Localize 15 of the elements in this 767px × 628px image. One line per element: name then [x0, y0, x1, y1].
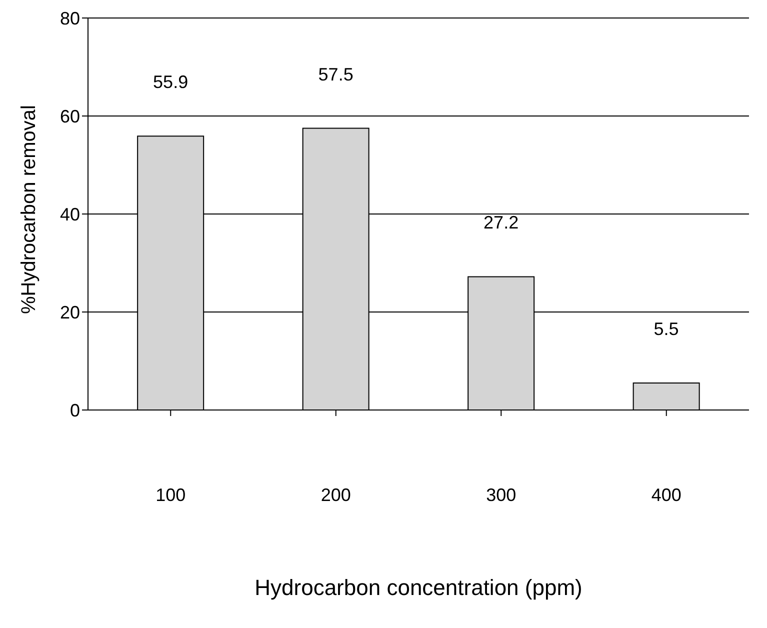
- y-tick-label: 0: [70, 400, 80, 420]
- x-tick-label: 100: [156, 484, 186, 505]
- data-label: 5.5: [654, 319, 679, 340]
- x-tick-label: 300: [486, 484, 516, 505]
- data-label: 57.5: [318, 64, 354, 84]
- y-tick-label: 20: [60, 302, 80, 322]
- y-tick-label: 40: [60, 204, 80, 224]
- x-tick-label: 200: [320, 484, 351, 505]
- x-tick-label: 400: [651, 484, 682, 505]
- data-label: 55.9: [153, 72, 188, 92]
- y-axis-title: %Hydrocarbon removal: [18, 105, 40, 314]
- y-tick-label: 80: [60, 8, 80, 28]
- x-axis-title: Hydrocarbon concentration (ppm): [254, 575, 582, 600]
- data-label: 27.2: [484, 212, 519, 233]
- y-tick-label: 60: [60, 106, 80, 126]
